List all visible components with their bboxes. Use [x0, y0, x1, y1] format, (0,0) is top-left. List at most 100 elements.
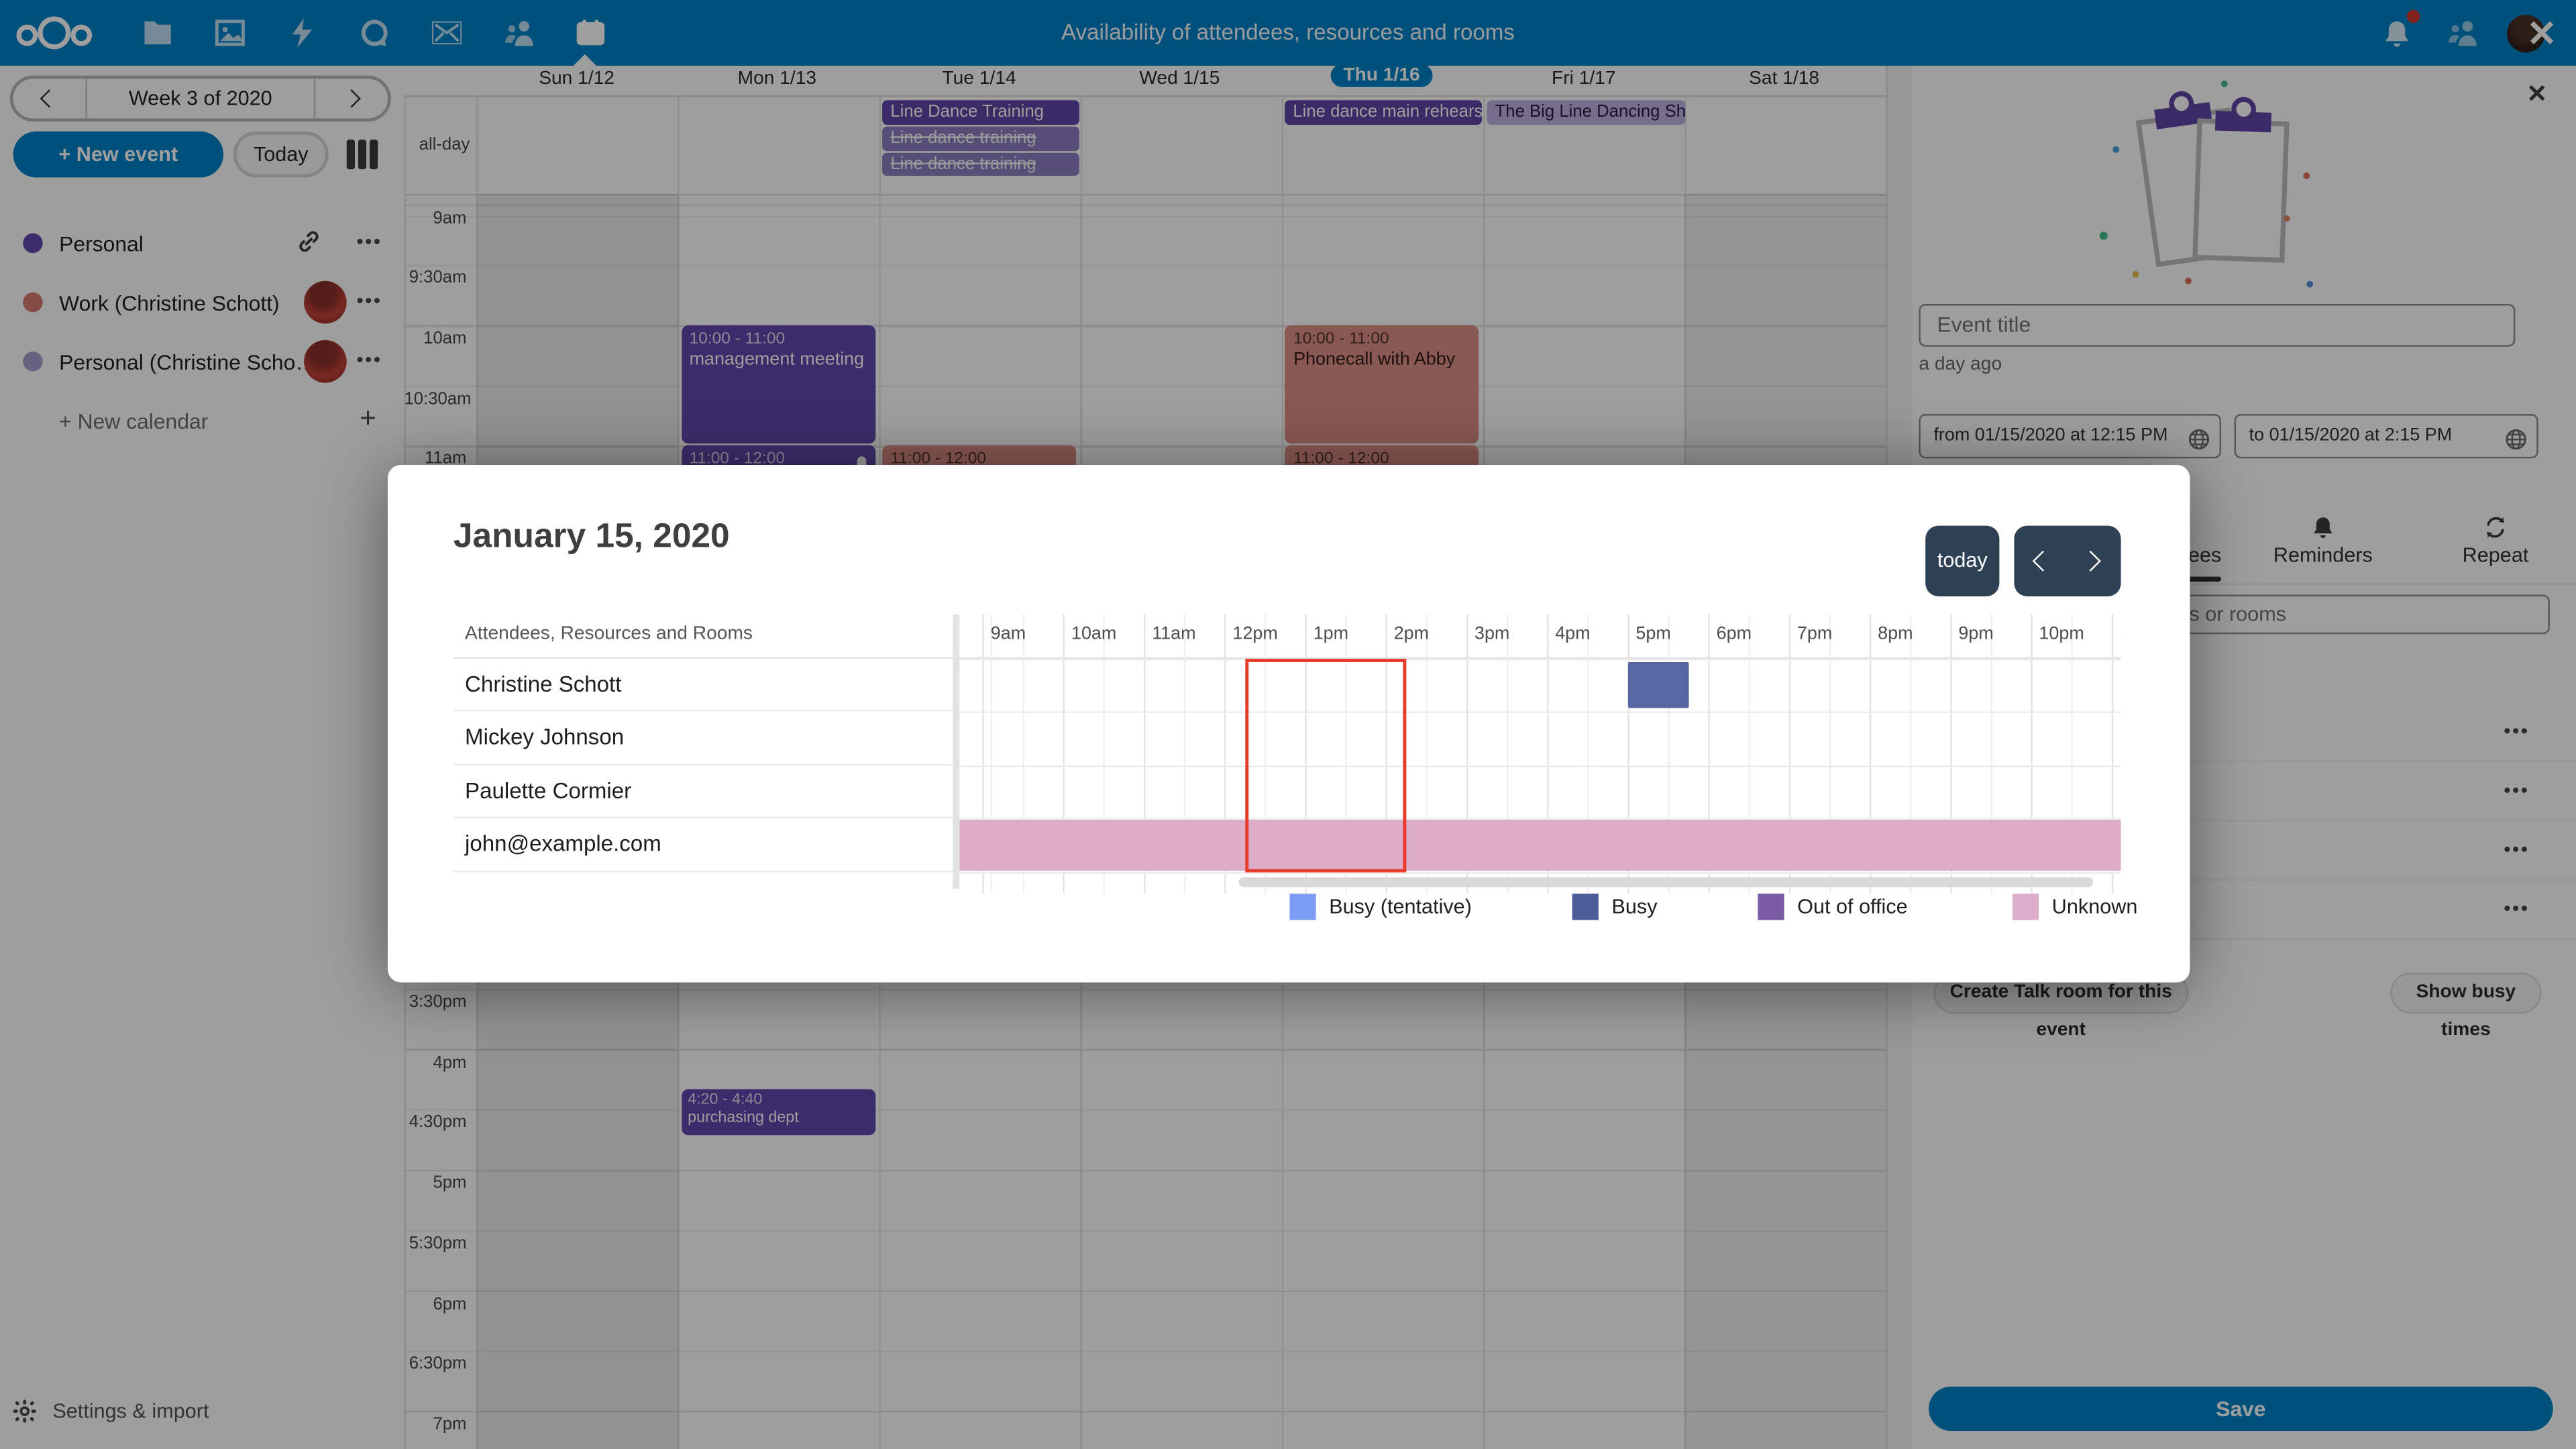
legend-swatch: [1572, 894, 1599, 920]
timeline-hour-label: 5pm: [1635, 624, 1671, 645]
bell-icon: [2312, 516, 2334, 547]
tab-repeat[interactable]: Repeat: [2405, 513, 2576, 567]
timeline-hour-label: 8pm: [1878, 624, 1913, 645]
day-header[interactable]: Tue 1/14: [942, 68, 1016, 89]
attendee-list-row: •••: [1912, 702, 2576, 763]
modal-date-nav: [2014, 525, 2121, 596]
day-header[interactable]: Sat 1/18: [1749, 68, 1820, 89]
previous-day-button[interactable]: [2032, 550, 2053, 572]
day-header-today[interactable]: Thu 1/16: [1281, 64, 1482, 87]
new-calendar-button[interactable]: + New calendar +: [0, 398, 404, 444]
share-link-icon[interactable]: [297, 230, 320, 262]
modal-today-button[interactable]: today: [1925, 525, 2000, 596]
photos-icon[interactable]: [210, 13, 250, 53]
attendee-name: Christine Schott: [465, 671, 622, 696]
calendar-list-item[interactable]: Work (Christine Schott) •••: [0, 279, 404, 325]
calendar-event[interactable]: 10:00 - 11:00 management meeting: [681, 325, 875, 443]
settings-import-button[interactable]: Settings & import: [13, 1399, 209, 1423]
end-datetime-field[interactable]: to 01/15/2020 at 2:15 PM: [2234, 414, 2538, 459]
timeline-hour-label: 10am: [1071, 624, 1117, 645]
close-x-icon[interactable]: ✕: [2526, 13, 2557, 54]
attendee-menu-icon[interactable]: •••: [2504, 837, 2530, 861]
time-label: 4pm: [433, 1052, 467, 1073]
legend-label: Out of office: [1797, 895, 1908, 918]
clipboards-illustration: [2099, 80, 2339, 288]
calendar-icon[interactable]: [570, 13, 610, 53]
attendee-list-row: •••: [1912, 879, 2576, 940]
week-label[interactable]: Week 3 of 2020: [85, 78, 316, 119]
contacts-icon[interactable]: [499, 13, 539, 53]
time-label: 4:30pm: [409, 1112, 467, 1133]
time-label: 6pm: [433, 1293, 467, 1313]
time-label: 6:30pm: [409, 1354, 467, 1374]
contacts-menu-icon[interactable]: [2443, 13, 2483, 53]
legend-swatch: [1289, 894, 1316, 920]
all-day-event[interactable]: The Big Line Dancing Show: [1487, 100, 1686, 125]
show-busy-times-button[interactable]: Show busy times: [2390, 972, 2542, 1040]
day-header[interactable]: Wed 1/15: [1139, 68, 1220, 89]
mail-icon[interactable]: [427, 13, 467, 53]
column-resize-divider[interactable]: [953, 614, 960, 889]
tab-reminders[interactable]: Reminders: [2233, 513, 2413, 567]
talk-icon[interactable]: [355, 13, 394, 53]
event-title-input[interactable]: Event title: [1919, 304, 2516, 347]
all-day-event[interactable]: Line dance main rehearsal: [1285, 100, 1482, 125]
save-button[interactable]: Save: [1929, 1386, 2553, 1432]
time-label: 5:30pm: [409, 1233, 467, 1253]
user-avatar[interactable]: [2507, 15, 2545, 53]
legend-item: Busy (tentative): [1289, 894, 1472, 920]
calendar-list-item[interactable]: Personal •••: [0, 220, 404, 266]
timeline-hour-label: 9pm: [1958, 624, 1994, 645]
attendee-menu-icon[interactable]: •••: [2504, 778, 2530, 802]
calendar-menu-icon[interactable]: •••: [356, 289, 382, 313]
calendar-event[interactable]: 4:20 - 4:40 purchasing dept: [681, 1089, 875, 1135]
calendar-color-dot: [23, 292, 43, 313]
availability-timeline[interactable]: 9am 10am 11am 12pm 1pm 2pm 3pm 4pm 5pm 6…: [959, 614, 2121, 894]
sidebar-close-icon[interactable]: ✕: [2526, 80, 2548, 109]
attendee-menu-icon[interactable]: •••: [2504, 719, 2530, 743]
all-day-event-declined[interactable]: Line dance training: [882, 152, 1079, 176]
plus-icon: +: [360, 402, 376, 434]
timeline-scrollbar[interactable]: [1238, 877, 2094, 888]
time-label: 5pm: [433, 1173, 467, 1193]
selected-timespan-outline[interactable]: [1244, 658, 1406, 872]
legend-label: Unknown: [2051, 895, 2138, 918]
notification-dot: [2406, 9, 2420, 23]
legend-swatch: [1758, 894, 1784, 920]
start-datetime-field[interactable]: from 01/15/2020 at 12:15 PM: [1919, 414, 2222, 459]
attendee-menu-icon[interactable]: •••: [2504, 897, 2530, 920]
timeline-hour-label: 4pm: [1555, 624, 1591, 645]
nextcloud-logo[interactable]: [16, 13, 101, 53]
all-day-event-declined[interactable]: Line dance training: [882, 126, 1079, 151]
today-button[interactable]: Today: [233, 131, 329, 178]
logo-ring-right: [70, 24, 93, 46]
all-day-label: all-day: [419, 134, 470, 155]
time-label: 10:30am: [404, 388, 472, 409]
timeline-hour-label: 2pm: [1393, 624, 1430, 645]
availability-modal: January 15, 2020 today Attendees, Resour…: [387, 465, 2190, 983]
activity-icon[interactable]: [282, 13, 322, 53]
calendar-event[interactable]: 10:00 - 11:00 Phonecall with Abby: [1285, 325, 1479, 443]
day-header[interactable]: Fri 1/17: [1552, 68, 1616, 89]
calendar-menu-icon[interactable]: •••: [356, 229, 382, 254]
attendee-name: Mickey Johnson: [465, 724, 625, 750]
modal-date-title: January 15, 2020: [453, 517, 730, 555]
calendar-list-item[interactable]: Personal (Christine Scho…) •••: [0, 338, 404, 384]
time-label: 9am: [433, 207, 467, 228]
new-calendar-label: + New calendar: [59, 409, 209, 434]
next-day-button[interactable]: [2080, 550, 2101, 572]
calendar-menu-icon[interactable]: •••: [356, 348, 382, 372]
view-switcher-icon[interactable]: [346, 140, 378, 170]
calendar-name: Personal (Christine Scho…): [59, 350, 324, 375]
files-icon[interactable]: [138, 13, 178, 53]
calendar-name: Work (Christine Schott): [59, 290, 280, 316]
day-header[interactable]: Mon 1/13: [737, 68, 817, 89]
timezone-globe-icon[interactable]: [2506, 425, 2527, 466]
notifications-bell-icon[interactable]: [2377, 9, 2420, 53]
timezone-globe-icon[interactable]: [2188, 425, 2210, 466]
timeline-hour-label: 10pm: [2039, 624, 2084, 645]
day-header[interactable]: Sun 1/12: [539, 68, 614, 89]
all-day-event[interactable]: Line Dance Training: [882, 100, 1079, 125]
new-event-button[interactable]: + New event: [13, 131, 224, 178]
